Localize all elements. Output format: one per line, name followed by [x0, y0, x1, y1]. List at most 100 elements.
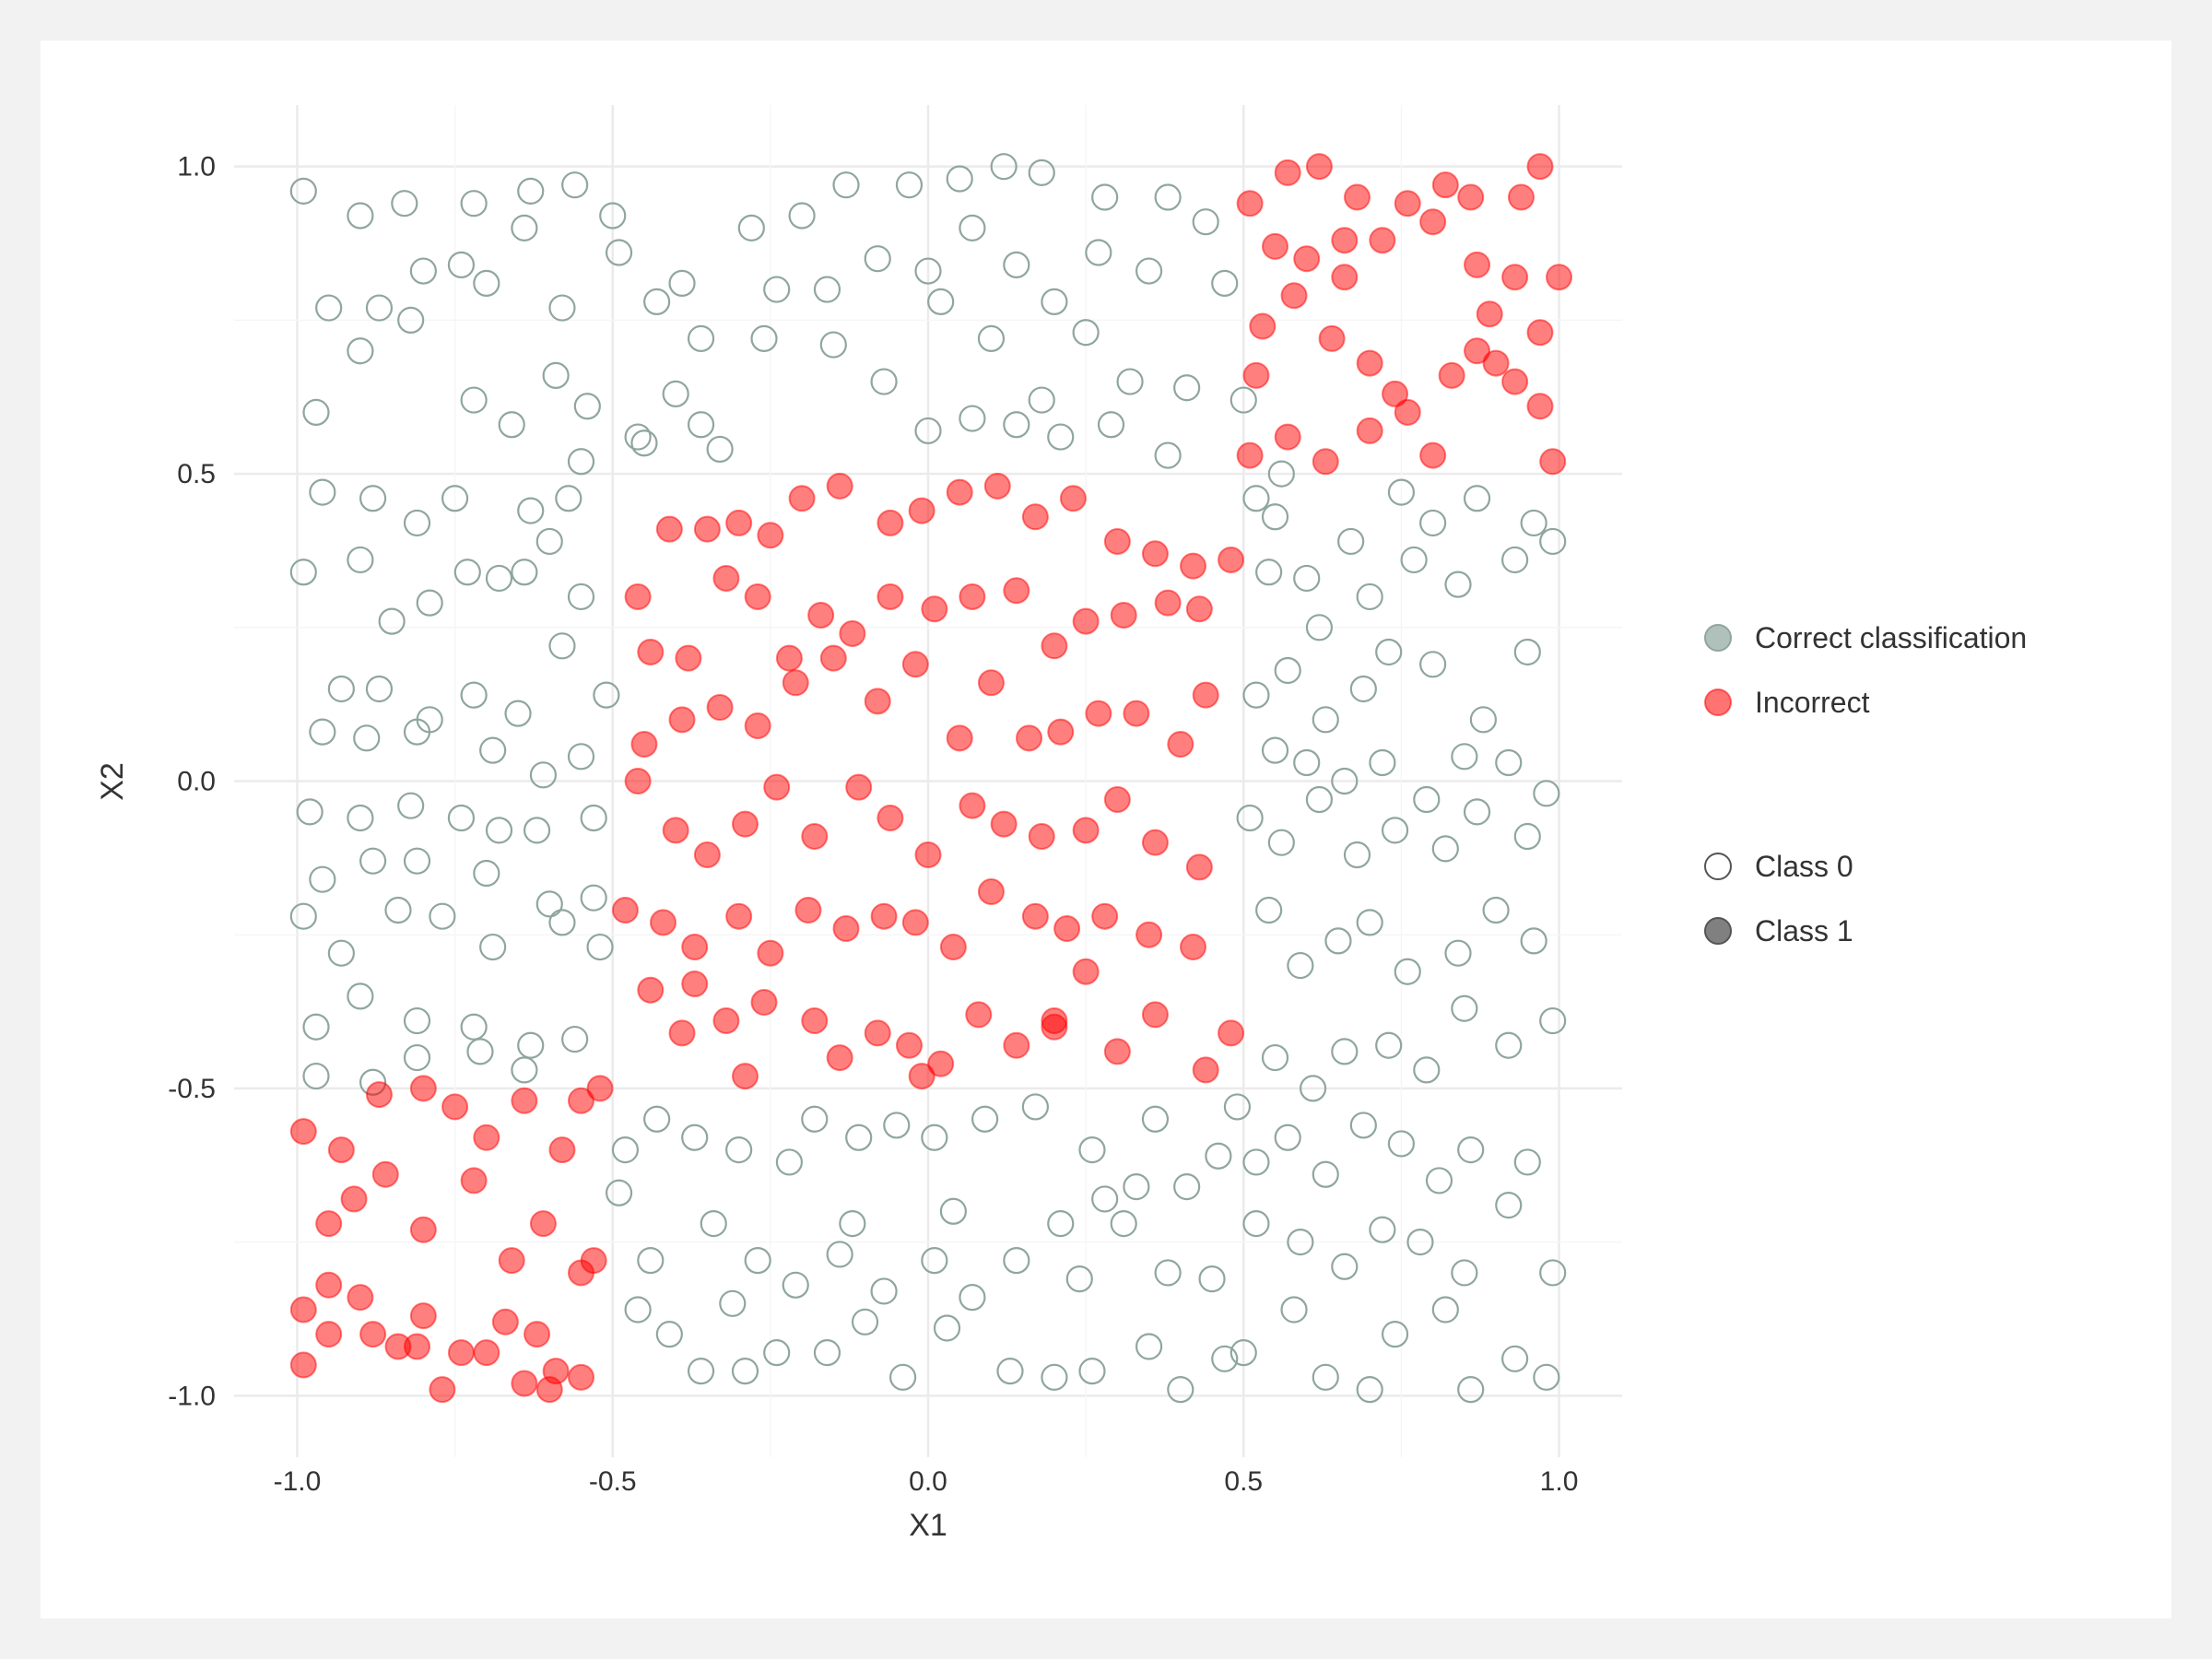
incorrect-point [706, 693, 734, 721]
correct-point [624, 423, 652, 451]
correct-point [1369, 748, 1396, 777]
incorrect-point [1305, 153, 1333, 181]
correct-point [826, 1241, 853, 1268]
incorrect-point [441, 1093, 469, 1121]
scatter-chart: X1 X2 -1.0 -1.0 -0.5 -0.5 0.0 0.0 0.5 0.5 1.0 1.0… [95, 105, 2027, 1543]
incorrect-point [959, 582, 986, 610]
correct-point [511, 559, 538, 586]
incorrect-point [914, 841, 942, 869]
correct-point [517, 177, 545, 205]
incorrect-point [744, 582, 771, 610]
incorrect-point [548, 1136, 576, 1164]
correct-point [946, 165, 973, 193]
legend-correct-label: Correct classification [1755, 621, 2027, 654]
incorrect-point [675, 644, 702, 672]
correct-point [353, 724, 381, 752]
incorrect-point [1293, 245, 1321, 273]
correct-point [473, 269, 500, 297]
incorrect-point [712, 1007, 740, 1035]
incorrect-point [1331, 264, 1359, 291]
correct-point [1324, 927, 1352, 955]
correct-point [959, 214, 986, 241]
incorrect-point [901, 909, 929, 936]
incorrect-point [1167, 730, 1194, 758]
incorrect-point [340, 1185, 368, 1213]
incorrect-point [359, 1321, 387, 1348]
correct-point [1205, 1142, 1232, 1170]
legend-class0-label: Class 0 [1755, 850, 1853, 883]
incorrect-point [473, 1339, 500, 1367]
correct-point [447, 804, 476, 832]
incorrect-point [1218, 546, 1245, 573]
correct-point [542, 361, 570, 389]
correct-point [548, 632, 576, 660]
correct-point [302, 1062, 330, 1090]
correct-point [302, 1013, 330, 1041]
correct-point [1274, 1124, 1301, 1151]
incorrect-point [775, 644, 803, 672]
correct-point [1413, 785, 1441, 814]
correct-point [397, 792, 425, 819]
incorrect-point [1180, 934, 1207, 961]
incorrect-point [782, 669, 809, 697]
correct-point [1123, 1172, 1150, 1201]
incorrect-point [637, 976, 665, 1004]
correct-point [1230, 1339, 1257, 1367]
incorrect-point [568, 1363, 594, 1391]
correct-point [555, 485, 582, 512]
correct-point [599, 202, 627, 229]
incorrect-point [1236, 441, 1264, 469]
correct-point [681, 1124, 709, 1151]
incorrect-point [1482, 349, 1510, 377]
incorrect-point [649, 909, 677, 936]
correct-point [1230, 386, 1257, 414]
x-tick-label: 1.0 [1540, 1466, 1579, 1497]
incorrect-point [1394, 398, 1421, 426]
correct-point [561, 171, 589, 199]
correct-point [1406, 1229, 1434, 1256]
legend-class1-swatch [1704, 917, 1732, 945]
correct-point [1419, 509, 1447, 537]
incorrect-point [1185, 853, 1213, 881]
correct-point [1255, 559, 1283, 586]
correct-point [914, 257, 942, 285]
correct-point [655, 1321, 683, 1348]
incorrect-point [535, 1376, 563, 1404]
incorrect-point [877, 509, 904, 536]
incorrect-point [371, 1160, 399, 1188]
correct-point [921, 1247, 948, 1275]
correct-point [416, 706, 443, 734]
correct-point [1293, 748, 1321, 777]
correct-point [1135, 257, 1163, 285]
incorrect-point [655, 515, 683, 543]
correct-point [479, 933, 507, 961]
incorrect-point [1419, 208, 1447, 236]
correct-point [511, 1056, 538, 1084]
legend-class1-label: Class 1 [1755, 914, 1853, 947]
correct-point [1274, 656, 1301, 685]
correct-point [1444, 571, 1472, 598]
correct-point [1495, 748, 1523, 777]
correct-point [403, 1043, 431, 1072]
correct-point [1173, 1172, 1201, 1201]
correct-point [1381, 817, 1409, 844]
incorrect-point [693, 841, 721, 869]
correct-point [1078, 1358, 1106, 1385]
incorrect-point [807, 601, 835, 629]
incorrect-point [1072, 607, 1100, 635]
correct-point [813, 276, 841, 303]
correct-point [839, 1210, 866, 1238]
correct-point [1331, 767, 1359, 795]
incorrect-point [877, 582, 904, 610]
correct-point [535, 527, 563, 556]
incorrect-point [1185, 595, 1213, 623]
incorrect-point [832, 915, 860, 943]
correct-point [1520, 927, 1547, 955]
correct-point [517, 1031, 545, 1059]
incorrect-point [1356, 349, 1383, 377]
correct-point [1242, 1148, 1270, 1176]
correct-point [775, 1148, 804, 1176]
correct-point [1198, 1265, 1226, 1293]
correct-point [1331, 1253, 1359, 1280]
correct-point [921, 1124, 948, 1151]
